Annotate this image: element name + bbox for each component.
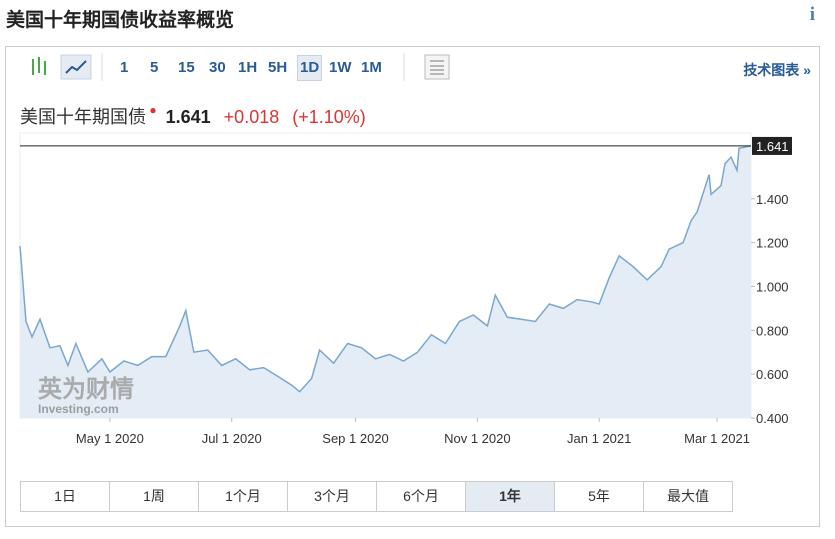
interval-button[interactable]: 1D <box>297 55 323 81</box>
y-tick-label: 1.200 <box>756 236 789 251</box>
x-tick-label: Sep 1 2020 <box>322 431 389 446</box>
y-tick-label: 1.000 <box>756 279 789 294</box>
page-title: 美国十年期国债收益率概览 <box>6 10 235 31</box>
quote-change: +0.018 <box>223 107 280 127</box>
y-tick-label: 0.400 <box>756 411 789 426</box>
x-tick-label: Nov 1 2020 <box>444 431 511 446</box>
x-tick-label: May 1 2020 <box>76 431 144 446</box>
range-button[interactable]: 3个月 <box>287 482 376 511</box>
y-tick-label: 0.800 <box>756 323 789 338</box>
quote-last: 1.641 <box>165 107 211 127</box>
range-button[interactable]: 最大值 <box>643 482 732 511</box>
range-button[interactable]: 1年 <box>465 482 554 511</box>
interval-button[interactable]: 5H <box>268 59 288 76</box>
last-value-tag <box>752 136 792 155</box>
quote-change-pct: (+1.10%) <box>292 107 366 127</box>
interval-button[interactable]: 1M <box>361 59 382 76</box>
range-button[interactable]: 1日 <box>54 488 76 504</box>
range-button[interactable]: 6个月 <box>376 482 465 511</box>
toolbar-decor <box>403 53 450 81</box>
area <box>20 145 751 418</box>
watermark: 英为财情 <box>38 376 134 403</box>
y-tick-label: 1.400 <box>756 192 789 207</box>
interval-button[interactable]: 30 <box>209 59 226 76</box>
range-button[interactable]: 1周 <box>109 482 198 511</box>
x-tick-label: Jul 1 2020 <box>202 431 262 446</box>
interval-button[interactable]: 1W <box>329 59 352 76</box>
info-button[interactable]: i <box>809 4 815 25</box>
x-tick-label: Jan 1 2021 <box>567 431 631 446</box>
interval-button[interactable]: 15 <box>178 59 195 76</box>
quote: 美国十年期国债 ● 1.641 +0.018 (+1.10%) <box>20 103 366 127</box>
interval-button[interactable]: 1H <box>238 59 258 76</box>
tech-chart-link[interactable]: 技术图表 » <box>743 62 811 78</box>
widget: 1 5 15 30 1H 5H 1D 1W 1M 技术图表 » 美国十年期国债 ● 1.641 … <box>5 46 820 527</box>
range-button[interactable]: 1个月 <box>198 482 287 511</box>
y-tick-label: 0.600 <box>756 367 789 382</box>
x-tick-label: Mar 1 2021 <box>684 431 750 446</box>
quote-name: 美国十年期国债 <box>20 107 146 127</box>
interval-button[interactable]: 5 <box>150 59 159 76</box>
range-selector: 1日 1周 1个月 3个月 6个月 1年 5年 最大值 <box>20 481 733 512</box>
chart-type-icons <box>32 53 103 81</box>
last-value-label: 1.641 <box>756 139 789 154</box>
watermark: Investing.com <box>38 402 119 416</box>
line <box>19 145 752 393</box>
range-button[interactable]: 5年 <box>554 482 643 511</box>
chart: 0.400 0.600 0.800 1.000 1.200 1.400 May 1 2020… <box>19 132 792 446</box>
interval-button[interactable]: 1 <box>120 59 129 76</box>
toolbar: 1 5 15 30 1H 5H 1D 1W 1M 技术图表 » <box>6 47 819 87</box>
